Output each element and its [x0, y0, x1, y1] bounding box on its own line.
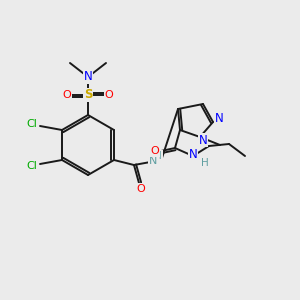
Text: S: S	[84, 88, 92, 101]
Text: N: N	[149, 156, 157, 166]
Text: O: O	[151, 146, 159, 156]
Text: N: N	[84, 70, 92, 83]
Text: O: O	[63, 90, 71, 100]
Text: N: N	[199, 134, 207, 146]
Text: O: O	[136, 184, 146, 194]
Text: O: O	[105, 90, 113, 100]
Text: H: H	[201, 158, 209, 168]
Text: N: N	[214, 112, 224, 125]
Text: H: H	[154, 151, 162, 161]
Text: Cl: Cl	[27, 161, 38, 171]
Text: N: N	[189, 148, 197, 161]
Text: Cl: Cl	[27, 119, 38, 129]
